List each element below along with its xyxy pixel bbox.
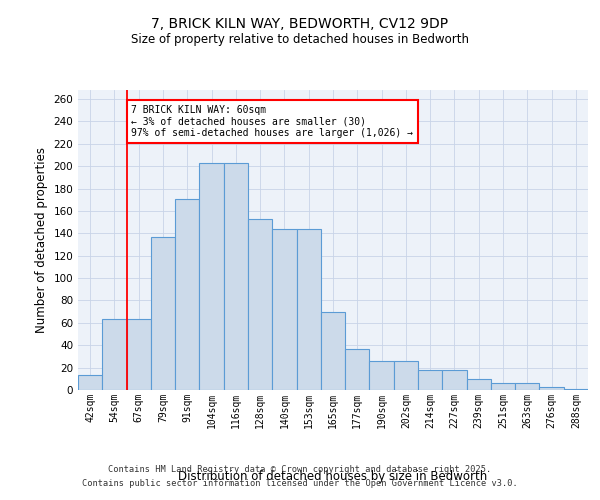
- Bar: [418, 370, 442, 390]
- Bar: [491, 384, 515, 390]
- Bar: [102, 320, 127, 390]
- Bar: [321, 312, 345, 390]
- Bar: [199, 163, 224, 390]
- Bar: [515, 384, 539, 390]
- Bar: [78, 376, 102, 390]
- Bar: [394, 361, 418, 390]
- Text: 7, BRICK KILN WAY, BEDWORTH, CV12 9DP: 7, BRICK KILN WAY, BEDWORTH, CV12 9DP: [151, 18, 449, 32]
- Bar: [272, 229, 296, 390]
- Bar: [370, 361, 394, 390]
- Bar: [151, 236, 175, 390]
- Bar: [296, 229, 321, 390]
- Text: Contains HM Land Registry data © Crown copyright and database right 2025.
Contai: Contains HM Land Registry data © Crown c…: [82, 466, 518, 487]
- Bar: [539, 386, 564, 390]
- Bar: [467, 379, 491, 390]
- Bar: [564, 389, 588, 390]
- Bar: [248, 218, 272, 390]
- Bar: [127, 320, 151, 390]
- Y-axis label: Number of detached properties: Number of detached properties: [35, 147, 48, 333]
- X-axis label: Distribution of detached houses by size in Bedworth: Distribution of detached houses by size …: [178, 470, 488, 482]
- Bar: [224, 163, 248, 390]
- Bar: [442, 370, 467, 390]
- Bar: [175, 198, 199, 390]
- Text: Size of property relative to detached houses in Bedworth: Size of property relative to detached ho…: [131, 32, 469, 46]
- Bar: [345, 348, 370, 390]
- Text: 7 BRICK KILN WAY: 60sqm
← 3% of detached houses are smaller (30)
97% of semi-det: 7 BRICK KILN WAY: 60sqm ← 3% of detached…: [131, 104, 413, 138]
